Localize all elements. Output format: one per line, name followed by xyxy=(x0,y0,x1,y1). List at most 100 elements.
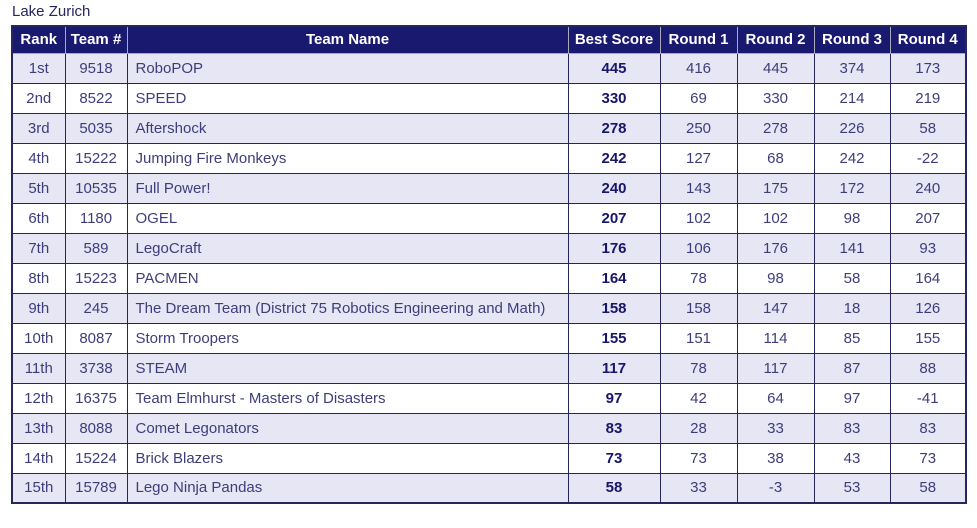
team-number-cell: 589 xyxy=(64,232,128,264)
column-header-round2: Round 2 xyxy=(736,25,815,54)
round4-cell: 173 xyxy=(889,52,967,84)
team-number-cell: 15222 xyxy=(64,142,128,174)
round4-cell: 155 xyxy=(889,322,967,354)
round2-cell: 330 xyxy=(736,82,815,114)
team-number-cell: 15224 xyxy=(64,442,128,474)
best-score-cell: 158 xyxy=(567,292,661,324)
round3-cell: 87 xyxy=(813,352,891,384)
round4-cell: 58 xyxy=(889,472,967,504)
round4-cell: 240 xyxy=(889,172,967,204)
round3-cell: 53 xyxy=(813,472,891,504)
round3-cell: 226 xyxy=(813,112,891,144)
score-table-body: 1st 9518 RoboPOP 445 416 445 374 173 2nd… xyxy=(11,52,967,504)
round3-cell: 18 xyxy=(813,292,891,324)
rank-cell: 10th xyxy=(11,322,66,354)
team-name-cell: PACMEN xyxy=(126,262,569,294)
best-score-cell: 240 xyxy=(567,172,661,204)
round4-cell: 88 xyxy=(889,352,967,384)
round2-cell: 445 xyxy=(736,52,815,84)
round1-cell: 127 xyxy=(659,142,738,174)
round1-cell: 28 xyxy=(659,412,738,444)
table-row: 7th 589 LegoCraft 176 106 176 141 93 xyxy=(11,232,967,264)
team-name-cell: Lego Ninja Pandas xyxy=(126,472,569,504)
round3-cell: 242 xyxy=(813,142,891,174)
best-score-cell: 176 xyxy=(567,232,661,264)
round3-cell: 97 xyxy=(813,382,891,414)
team-name-cell: Full Power! xyxy=(126,172,569,204)
round2-cell: 278 xyxy=(736,112,815,144)
rank-cell: 13th xyxy=(11,412,66,444)
rank-cell: 8th xyxy=(11,262,66,294)
rank-cell: 12th xyxy=(11,382,66,414)
team-name-cell: RoboPOP xyxy=(126,52,569,84)
rank-cell: 9th xyxy=(11,292,66,324)
best-score-cell: 58 xyxy=(567,472,661,504)
team-name-cell: Storm Troopers xyxy=(126,322,569,354)
round1-cell: 78 xyxy=(659,352,738,384)
rank-cell: 14th xyxy=(11,442,66,474)
rank-cell: 7th xyxy=(11,232,66,264)
rank-cell: 2nd xyxy=(11,82,66,114)
round2-cell: 98 xyxy=(736,262,815,294)
score-table: Rank Team # Team Name Best Score Round 1… xyxy=(11,25,967,504)
table-row: 14th 15224 Brick Blazers 73 73 38 43 73 xyxy=(11,442,967,474)
team-name-cell: Comet Legonators xyxy=(126,412,569,444)
round3-cell: 83 xyxy=(813,412,891,444)
team-number-cell: 15789 xyxy=(64,472,128,504)
team-name-cell: LegoCraft xyxy=(126,232,569,264)
team-number-cell: 9518 xyxy=(64,52,128,84)
team-name-cell: SPEED xyxy=(126,82,569,114)
round2-cell: 176 xyxy=(736,232,815,264)
best-score-cell: 164 xyxy=(567,262,661,294)
round2-cell: 117 xyxy=(736,352,815,384)
rank-cell: 1st xyxy=(11,52,66,84)
column-header-team-number: Team # xyxy=(64,25,128,54)
rank-cell: 3rd xyxy=(11,112,66,144)
column-header-round3: Round 3 xyxy=(813,25,891,54)
team-number-cell: 5035 xyxy=(64,112,128,144)
score-table-header: Rank Team # Team Name Best Score Round 1… xyxy=(11,25,967,54)
team-number-cell: 8522 xyxy=(64,82,128,114)
column-header-round4: Round 4 xyxy=(889,25,967,54)
column-header-team-name: Team Name xyxy=(126,25,569,54)
best-score-cell: 83 xyxy=(567,412,661,444)
round1-cell: 42 xyxy=(659,382,738,414)
best-score-cell: 73 xyxy=(567,442,661,474)
table-row: 2nd 8522 SPEED 330 69 330 214 219 xyxy=(11,82,967,114)
rank-cell: 11th xyxy=(11,352,66,384)
rank-cell: 6th xyxy=(11,202,66,234)
best-score-cell: 242 xyxy=(567,142,661,174)
round2-cell: 102 xyxy=(736,202,815,234)
round4-cell: 219 xyxy=(889,82,967,114)
table-row: 4th 15222 Jumping Fire Monkeys 242 127 6… xyxy=(11,142,967,174)
round3-cell: 85 xyxy=(813,322,891,354)
best-score-cell: 330 xyxy=(567,82,661,114)
round3-cell: 43 xyxy=(813,442,891,474)
round1-cell: 78 xyxy=(659,262,738,294)
team-name-cell: OGEL xyxy=(126,202,569,234)
table-row: 12th 16375 Team Elmhurst - Masters of Di… xyxy=(11,382,967,414)
rank-cell: 15th xyxy=(11,472,66,504)
best-score-cell: 278 xyxy=(567,112,661,144)
best-score-cell: 97 xyxy=(567,382,661,414)
round4-cell: 83 xyxy=(889,412,967,444)
round4-cell: 207 xyxy=(889,202,967,234)
table-row: 3rd 5035 Aftershock 278 250 278 226 58 xyxy=(11,112,967,144)
round1-cell: 158 xyxy=(659,292,738,324)
team-number-cell: 1180 xyxy=(64,202,128,234)
round2-cell: 64 xyxy=(736,382,815,414)
round3-cell: 374 xyxy=(813,52,891,84)
round3-cell: 98 xyxy=(813,202,891,234)
best-score-cell: 155 xyxy=(567,322,661,354)
round4-cell: 58 xyxy=(889,112,967,144)
page-title: Lake Zurich xyxy=(12,3,91,20)
round1-cell: 33 xyxy=(659,472,738,504)
best-score-cell: 445 xyxy=(567,52,661,84)
round4-cell: 73 xyxy=(889,442,967,474)
round1-cell: 73 xyxy=(659,442,738,474)
round1-cell: 250 xyxy=(659,112,738,144)
team-name-cell: Jumping Fire Monkeys xyxy=(126,142,569,174)
rank-cell: 5th xyxy=(11,172,66,204)
table-row: 11th 3738 STEAM 117 78 117 87 88 xyxy=(11,352,967,384)
